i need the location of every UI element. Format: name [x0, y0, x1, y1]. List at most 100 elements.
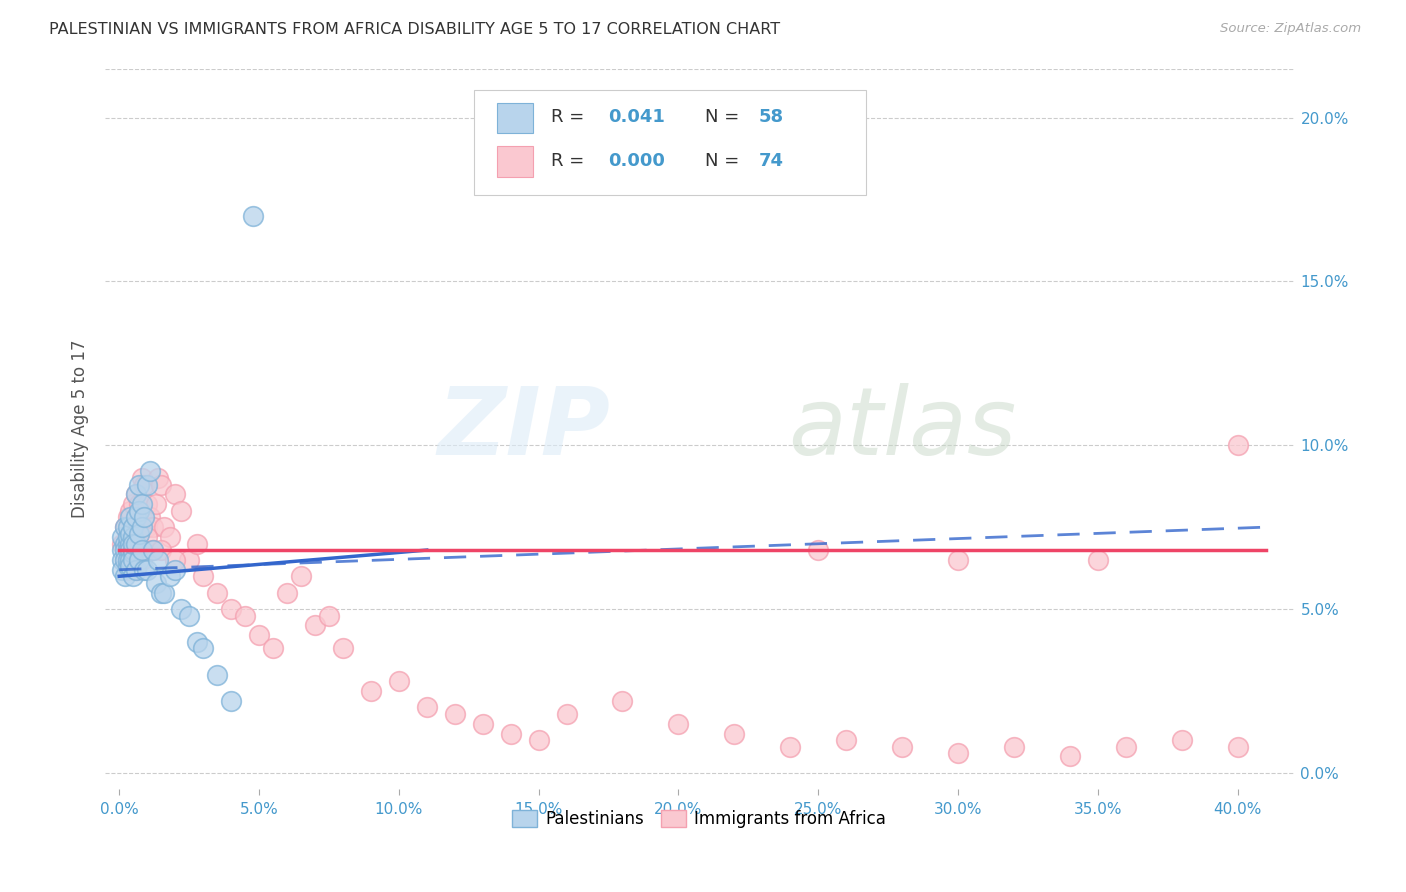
Point	[142, 520, 165, 534]
Point	[165, 563, 187, 577]
Point	[122, 543, 145, 558]
Point	[117, 520, 139, 534]
Text: R =: R =	[551, 108, 591, 126]
Point	[114, 569, 136, 583]
Point	[125, 487, 148, 501]
Point	[117, 543, 139, 558]
Point	[125, 510, 148, 524]
Point	[177, 553, 200, 567]
Point	[114, 520, 136, 534]
Point	[142, 543, 165, 558]
Point	[117, 530, 139, 544]
Point	[891, 739, 914, 754]
Point	[723, 726, 745, 740]
Point	[1087, 553, 1109, 567]
Point	[122, 497, 145, 511]
Point	[1226, 739, 1249, 754]
Point	[114, 553, 136, 567]
Point	[117, 553, 139, 567]
Point	[136, 477, 159, 491]
Point	[120, 510, 142, 524]
Point	[134, 477, 156, 491]
Point	[170, 504, 193, 518]
Point	[122, 543, 145, 558]
Point	[186, 536, 208, 550]
Point	[125, 563, 148, 577]
Point	[122, 569, 145, 583]
Point	[835, 733, 858, 747]
Point	[318, 608, 340, 623]
Point	[148, 553, 170, 567]
Point	[120, 526, 142, 541]
Point	[191, 569, 214, 583]
Point	[150, 543, 173, 558]
Y-axis label: Disability Age 5 to 17: Disability Age 5 to 17	[72, 340, 89, 518]
Point	[128, 497, 150, 511]
Point	[131, 520, 153, 534]
Text: PALESTINIAN VS IMMIGRANTS FROM AFRICA DISABILITY AGE 5 TO 17 CORRELATION CHART: PALESTINIAN VS IMMIGRANTS FROM AFRICA DI…	[49, 22, 780, 37]
Point	[128, 520, 150, 534]
Point	[111, 543, 134, 558]
Point	[1115, 739, 1137, 754]
Point	[134, 510, 156, 524]
FancyBboxPatch shape	[474, 90, 866, 194]
Point	[276, 585, 298, 599]
Point	[946, 746, 969, 760]
Point	[122, 536, 145, 550]
Point	[527, 733, 550, 747]
Point	[120, 536, 142, 550]
Point	[145, 575, 167, 590]
Point	[114, 520, 136, 534]
Point	[159, 569, 181, 583]
Point	[247, 628, 270, 642]
Point	[165, 553, 187, 567]
Point	[148, 471, 170, 485]
Point	[233, 608, 256, 623]
Point	[120, 530, 142, 544]
Point	[165, 487, 187, 501]
Point	[131, 471, 153, 485]
Point	[136, 520, 159, 534]
Point	[128, 536, 150, 550]
Text: N =: N =	[706, 152, 745, 169]
Point	[612, 694, 634, 708]
Point	[125, 563, 148, 577]
Point	[117, 559, 139, 574]
Point	[111, 553, 134, 567]
Point	[946, 553, 969, 567]
Point	[205, 667, 228, 681]
FancyBboxPatch shape	[498, 103, 533, 134]
Text: N =: N =	[706, 108, 745, 126]
Point	[131, 553, 153, 567]
Point	[219, 602, 242, 616]
Point	[262, 641, 284, 656]
Text: atlas: atlas	[789, 384, 1017, 475]
Point	[125, 536, 148, 550]
Text: 0.000: 0.000	[607, 152, 665, 169]
Point	[186, 635, 208, 649]
Point	[443, 706, 465, 721]
Point	[666, 716, 689, 731]
FancyBboxPatch shape	[498, 146, 533, 177]
Text: R =: R =	[551, 152, 591, 169]
Point	[177, 608, 200, 623]
Point	[153, 520, 176, 534]
Point	[134, 563, 156, 577]
Text: 0.041: 0.041	[607, 108, 665, 126]
Point	[122, 553, 145, 567]
Point	[122, 543, 145, 558]
Point	[122, 530, 145, 544]
Point	[128, 477, 150, 491]
Point	[125, 487, 148, 501]
Legend: Palestinians, Immigrants from Africa: Palestinians, Immigrants from Africa	[506, 804, 893, 835]
Text: 58: 58	[759, 108, 785, 126]
Point	[290, 569, 312, 583]
Point	[1226, 438, 1249, 452]
Point	[128, 553, 150, 567]
Point	[131, 543, 153, 558]
Point	[1059, 749, 1081, 764]
Point	[416, 700, 439, 714]
Point	[114, 553, 136, 567]
Point	[150, 585, 173, 599]
Point	[1170, 733, 1192, 747]
